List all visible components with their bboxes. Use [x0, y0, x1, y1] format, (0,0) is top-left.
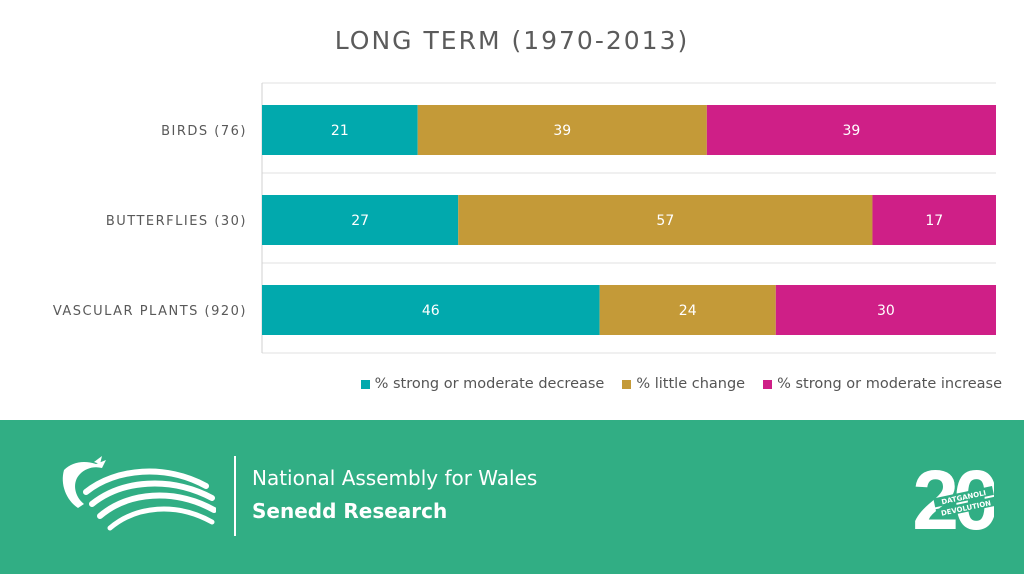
- chart-legend: % strong or moderate decrease % little c…: [360, 376, 1002, 392]
- legend-swatch-decrease: [360, 379, 370, 389]
- data-label: 57: [656, 213, 674, 229]
- legend-label-little-change: % little change: [636, 376, 746, 392]
- chart-title: LONG TERM (1970-2013): [334, 26, 690, 55]
- legend-item-little-change: % little change: [622, 376, 745, 392]
- legend-item-increase: % strong or moderate increase: [763, 376, 1002, 392]
- data-label: 17: [925, 213, 943, 229]
- footer-divider: [234, 456, 236, 536]
- data-label: 39: [553, 123, 571, 139]
- department-name: Senedd Research: [252, 499, 448, 523]
- data-label: 27: [351, 213, 369, 229]
- bar-segment: [262, 105, 418, 155]
- data-label: 39: [843, 123, 861, 139]
- bar-segment: [458, 195, 873, 245]
- category-label: BUTTERFLIES (30): [106, 214, 247, 229]
- bar-segment: [262, 285, 600, 335]
- footer-banner: National Assembly for Wales Senedd Resea…: [0, 420, 1024, 574]
- data-label: 21: [331, 123, 349, 139]
- bar-segment: [599, 285, 776, 335]
- legend-label-decrease: % strong or moderate decrease: [374, 376, 605, 392]
- bar-segment: [872, 195, 996, 245]
- legend-swatch-little-change: [622, 379, 632, 389]
- bar-segment: [417, 105, 707, 155]
- legend-swatch-increase: [763, 379, 773, 389]
- data-label: 24: [679, 303, 697, 319]
- bar-segment: [775, 285, 996, 335]
- devolution-20-badge-icon: 20 DATGANOLI DEVOLUTION: [912, 453, 994, 535]
- stacked-bar-chart: BIRDS (76) 21 39 39 BUTTERFLIES (30) 27 57 17 VA…: [53, 82, 996, 354]
- category-label: VASCULAR PLANTS (920): [53, 304, 247, 319]
- bar-segment: [262, 195, 459, 245]
- category-label: BIRDS (76): [161, 124, 247, 139]
- legend-label-increase: % strong or moderate increase: [777, 376, 1002, 392]
- data-label: 46: [422, 303, 440, 319]
- assembly-logo-icon: [62, 456, 216, 531]
- bar-segment: [706, 105, 996, 155]
- data-label: 30: [877, 303, 895, 319]
- legend-item-decrease: % strong or moderate decrease: [360, 376, 605, 392]
- organisation-name: National Assembly for Wales: [252, 466, 538, 490]
